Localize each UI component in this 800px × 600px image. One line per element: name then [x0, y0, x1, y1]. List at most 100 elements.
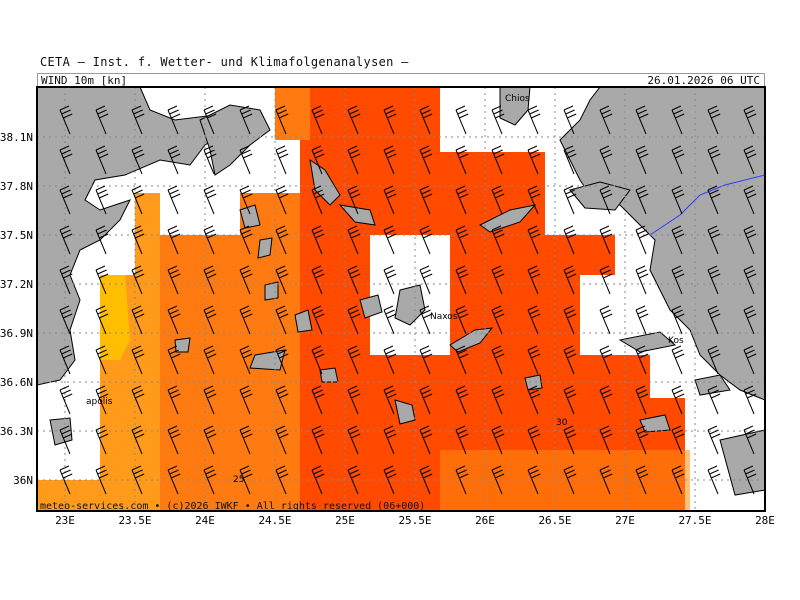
wind-barb — [563, 465, 577, 495]
wind-barb — [383, 225, 397, 255]
wind-barb — [491, 425, 505, 455]
wind-barb — [455, 145, 469, 175]
land-ikaria — [479, 204, 537, 233]
wind-barb — [491, 265, 505, 295]
wind-barb — [419, 345, 433, 375]
wind-barb — [671, 425, 685, 455]
land-paros — [359, 294, 383, 319]
wind-barb — [419, 385, 433, 415]
wind-barb — [599, 105, 613, 135]
wind-barb — [347, 305, 361, 335]
wind-barb — [635, 265, 649, 295]
wind-barb — [203, 305, 217, 335]
wind-barb — [707, 105, 721, 135]
wind-barb — [527, 345, 541, 375]
wind-barb — [131, 465, 145, 495]
wind-barb — [671, 105, 685, 135]
lat-tick-label: 37.5N — [0, 229, 33, 242]
wind-barb — [455, 425, 469, 455]
wind-barb — [671, 465, 685, 495]
wind-barb — [563, 145, 577, 175]
wind-barb — [743, 345, 757, 375]
lon-tick-label: 28E — [755, 514, 775, 527]
wind-barb — [59, 225, 73, 255]
wind-barb — [635, 185, 649, 215]
wind-barb — [635, 385, 649, 415]
wind-barb — [131, 385, 145, 415]
wind-barb — [347, 225, 361, 255]
wind-barb — [455, 105, 469, 135]
wind-barb — [563, 265, 577, 295]
wind-barb — [383, 265, 397, 295]
wind-barb — [635, 145, 649, 175]
lat-tick-label: 36.6N — [0, 376, 33, 389]
wind-barb — [311, 345, 325, 375]
wind-barb — [275, 385, 289, 415]
wind-barb — [59, 185, 73, 215]
wind-barb — [203, 385, 217, 415]
wind-barb — [671, 145, 685, 175]
graticule — [37, 87, 765, 511]
wind-barb — [743, 465, 757, 495]
wind-barb — [419, 465, 433, 495]
wind-barb — [167, 305, 181, 335]
wind-barb — [635, 305, 649, 335]
wind-field — [37, 87, 690, 511]
wind-barb — [203, 425, 217, 455]
label-kos: Kos — [668, 336, 684, 346]
wind-barb — [95, 465, 109, 495]
wind-barb — [491, 305, 505, 335]
wind-barb — [167, 385, 181, 415]
wind-barb — [275, 225, 289, 255]
wind-barb — [59, 345, 73, 375]
wind-barb — [419, 225, 433, 255]
wind-barb — [131, 425, 145, 455]
wind-barb — [419, 305, 433, 335]
wind-barb — [347, 145, 361, 175]
wind-barb — [203, 185, 217, 215]
wind-barb — [743, 305, 757, 335]
land-tinos — [338, 204, 376, 226]
credit-text: meteo-services.com • (c)2026 IWKF • All … — [40, 501, 425, 512]
wind-barb — [671, 385, 685, 415]
wind-barb — [707, 465, 721, 495]
wind-barb — [599, 185, 613, 215]
wind-barb — [527, 385, 541, 415]
wind-barb — [455, 265, 469, 295]
wind-barb — [383, 385, 397, 415]
wind-barb — [203, 265, 217, 295]
wind-barb — [563, 425, 577, 455]
label-chios: Chios — [505, 94, 530, 104]
lon-tick-label: 26.5E — [538, 514, 571, 527]
wind-barb — [599, 225, 613, 255]
land-turkey — [559, 87, 765, 401]
wind-barb — [131, 145, 145, 175]
wind-barb — [167, 465, 181, 495]
wind-barb — [239, 465, 253, 495]
lon-tick-label: 24.5E — [258, 514, 291, 527]
wind-barb — [527, 305, 541, 335]
wind-barb — [419, 265, 433, 295]
wind-barb — [203, 105, 217, 135]
wind-barb — [347, 265, 361, 295]
wind-barb — [599, 425, 613, 455]
wind-barb — [311, 225, 325, 255]
wind-barb — [419, 145, 433, 175]
wind-barb — [743, 425, 757, 455]
wind-barb — [527, 185, 541, 215]
wind-barb — [95, 345, 109, 375]
wind-barb — [491, 385, 505, 415]
label-naxos: Naxos — [430, 312, 458, 322]
wind-barb — [239, 305, 253, 335]
wind-barb — [95, 225, 109, 255]
wind-barb — [311, 385, 325, 415]
lon-tick-label: 23E — [55, 514, 75, 527]
wind-barb — [239, 385, 253, 415]
wind-barb — [599, 465, 613, 495]
wind-barb — [95, 305, 109, 335]
wind-barb — [743, 185, 757, 215]
wind-barb — [167, 225, 181, 255]
wind-barb — [347, 385, 361, 415]
wind-barb — [743, 225, 757, 255]
wind-barb — [563, 305, 577, 335]
